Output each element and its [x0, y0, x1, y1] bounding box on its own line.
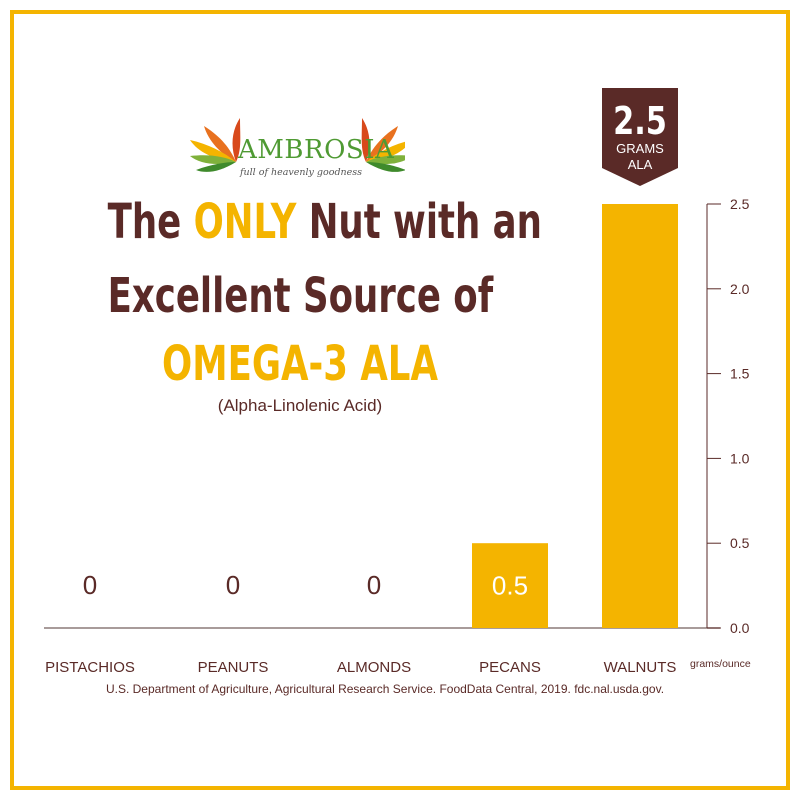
- source-citation: U.S. Department of Agriculture, Agricult…: [105, 682, 665, 696]
- y-tick-label: 0.5: [730, 535, 750, 551]
- category-label: PECANS: [479, 659, 541, 676]
- unit-label: grams/ounce: [690, 658, 751, 670]
- callout-unit-line1: GRAMS: [616, 141, 664, 156]
- callout-unit-line2: ALA: [628, 157, 653, 172]
- y-tick-label: 2.0: [730, 281, 750, 297]
- callout-value: 2.5: [613, 100, 667, 144]
- y-tick-label: 0.0: [730, 620, 750, 636]
- data-label: 0: [226, 570, 240, 600]
- y-tick-label: 1.5: [730, 366, 750, 382]
- subtitle: (Alpha-Linolenic Acid): [217, 396, 383, 415]
- y-tick-label: 2.5: [730, 196, 750, 212]
- callout-banner: [602, 88, 678, 186]
- ambrosia-logo: AMBROSIA full of heavenly goodness: [190, 110, 405, 185]
- leaf-emblem-icon: [190, 118, 405, 172]
- category-label: PISTACHIOS: [45, 659, 135, 676]
- headline-highlight: ONLY: [193, 194, 297, 250]
- headline-line-3: OMEGA-3 ALA: [162, 336, 438, 392]
- headline-line-1: The ONLY Nut with an: [108, 198, 542, 246]
- bar-pecans: [472, 543, 548, 628]
- data-label: 0: [83, 570, 97, 600]
- headline-post: Nut with an: [296, 194, 542, 250]
- category-label: WALNUTS: [604, 659, 677, 676]
- brand-tagline: full of heavenly goodness: [240, 167, 363, 178]
- category-label: ALMONDS: [337, 659, 411, 676]
- headline-line-2: Excellent Source of: [107, 268, 494, 324]
- data-label: 0: [367, 570, 381, 600]
- y-tick-label: 1.0: [730, 450, 750, 466]
- category-label: PEANUTS: [198, 659, 269, 676]
- bar-walnuts: [602, 204, 678, 628]
- page-border: [10, 10, 790, 790]
- data-label: 0.5: [492, 571, 528, 601]
- headline-pre: The: [107, 194, 194, 250]
- brand-name: AMBROSIA: [238, 135, 395, 165]
